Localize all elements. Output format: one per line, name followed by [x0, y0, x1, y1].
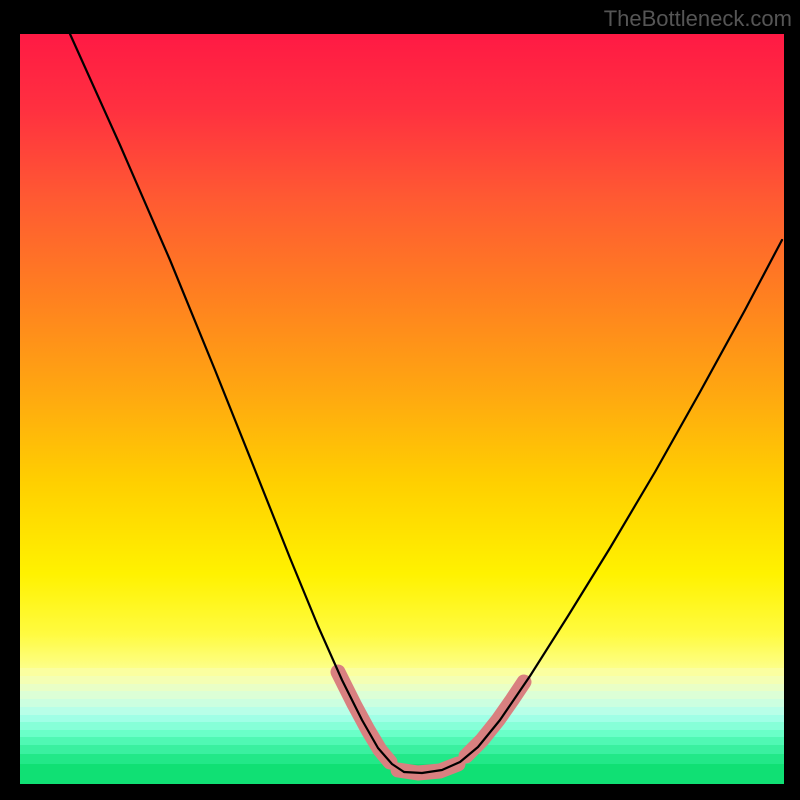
watermark-text: TheBottleneck.com: [604, 6, 792, 32]
color-band: [20, 764, 784, 780]
color-band: [20, 779, 784, 784]
plot-area: [20, 34, 784, 784]
chart-canvas: TheBottleneck.com: [0, 0, 800, 800]
